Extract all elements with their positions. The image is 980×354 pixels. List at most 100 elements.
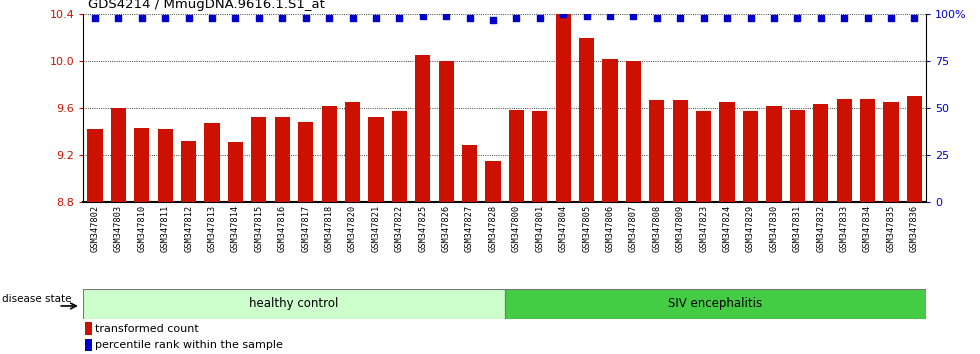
Point (298, 15, 314, 21)
Text: GSM347830: GSM347830 (769, 204, 778, 252)
Point (766, 15, 782, 21)
Bar (158, 129, 172, 202)
Point (602, 13, 617, 19)
Bar (205, 123, 220, 202)
Bar (556, 0, 570, 202)
Text: GSM347821: GSM347821 (371, 204, 380, 252)
Point (345, 15, 361, 21)
Bar (111, 108, 126, 202)
Text: GSM347818: GSM347818 (324, 204, 333, 252)
Point (87, 15, 103, 21)
Bar (626, 61, 641, 202)
Bar (485, 161, 501, 202)
Bar (532, 112, 548, 202)
Bar (672, 100, 688, 202)
Bar (134, 128, 149, 202)
Bar (274, 118, 290, 202)
Point (321, 15, 337, 21)
Text: GSM347806: GSM347806 (606, 204, 614, 252)
Point (134, 15, 150, 21)
Text: GSM347825: GSM347825 (418, 204, 427, 252)
Point (883, 15, 899, 21)
Point (743, 15, 759, 21)
Bar (321, 105, 337, 202)
Point (415, 13, 430, 19)
Point (158, 15, 173, 21)
Bar (860, 99, 875, 202)
Point (227, 15, 243, 21)
Bar (650, 100, 664, 202)
Bar (719, 102, 735, 202)
Bar (87, 129, 103, 202)
Text: GDS4214 / MmugDNA.9616.1.S1_at: GDS4214 / MmugDNA.9616.1.S1_at (88, 0, 325, 11)
Point (812, 15, 828, 21)
Point (251, 15, 267, 21)
Text: GSM347826: GSM347826 (442, 204, 451, 252)
Text: healthy control: healthy control (249, 297, 339, 310)
Text: transformed count: transformed count (95, 324, 199, 333)
Point (649, 15, 664, 21)
Point (719, 15, 735, 21)
Bar (439, 61, 454, 202)
Bar (251, 118, 267, 202)
Text: GSM347803: GSM347803 (114, 204, 122, 252)
Point (625, 13, 641, 19)
Text: GSM347834: GSM347834 (863, 204, 872, 252)
Text: GSM347833: GSM347833 (840, 204, 849, 252)
Text: GSM347815: GSM347815 (255, 204, 264, 252)
Point (532, 15, 548, 21)
Point (438, 13, 454, 19)
Text: GSM347810: GSM347810 (137, 204, 146, 252)
Bar (883, 102, 899, 202)
Point (790, 15, 806, 21)
Bar (505, 289, 926, 319)
Point (391, 15, 407, 21)
Text: GSM347800: GSM347800 (512, 204, 521, 252)
Bar (83, 289, 505, 319)
Point (462, 15, 477, 21)
Text: GSM347823: GSM347823 (699, 204, 709, 252)
Bar (345, 102, 360, 202)
Text: GSM347804: GSM347804 (559, 204, 567, 252)
Point (836, 15, 852, 21)
Point (906, 15, 922, 21)
Bar (906, 96, 922, 202)
Bar (837, 99, 852, 202)
Point (111, 15, 126, 21)
Text: SIV encephalitis: SIV encephalitis (668, 297, 762, 310)
Point (859, 15, 875, 21)
Bar (696, 112, 711, 202)
Bar (416, 55, 430, 202)
Text: GSM347817: GSM347817 (301, 204, 311, 252)
Text: GSM347807: GSM347807 (629, 204, 638, 252)
Point (672, 15, 688, 21)
Bar (392, 112, 407, 202)
Point (368, 15, 384, 21)
Bar (790, 110, 805, 202)
Text: disease state: disease state (2, 294, 72, 304)
Bar (85, 322, 92, 335)
Point (274, 15, 290, 21)
Bar (579, 38, 594, 202)
Text: GSM347827: GSM347827 (466, 204, 474, 252)
Text: percentile rank within the sample: percentile rank within the sample (95, 340, 283, 350)
Text: GSM347808: GSM347808 (653, 204, 662, 252)
Bar (228, 142, 243, 202)
Text: GSM347809: GSM347809 (676, 204, 685, 252)
Bar (766, 105, 781, 202)
Point (579, 13, 595, 19)
Text: GSM347812: GSM347812 (184, 204, 193, 252)
Text: GSM347828: GSM347828 (488, 204, 498, 252)
Text: GSM347813: GSM347813 (208, 204, 217, 252)
Bar (743, 112, 759, 202)
Bar (181, 141, 196, 202)
Text: GSM347822: GSM347822 (395, 204, 404, 252)
Bar (85, 339, 92, 351)
Bar (298, 122, 314, 202)
Bar (509, 110, 524, 202)
Bar (813, 104, 828, 202)
Text: GSM347801: GSM347801 (535, 204, 544, 252)
Bar (368, 118, 383, 202)
Text: GSM347831: GSM347831 (793, 204, 802, 252)
Text: GSM347814: GSM347814 (231, 204, 240, 252)
